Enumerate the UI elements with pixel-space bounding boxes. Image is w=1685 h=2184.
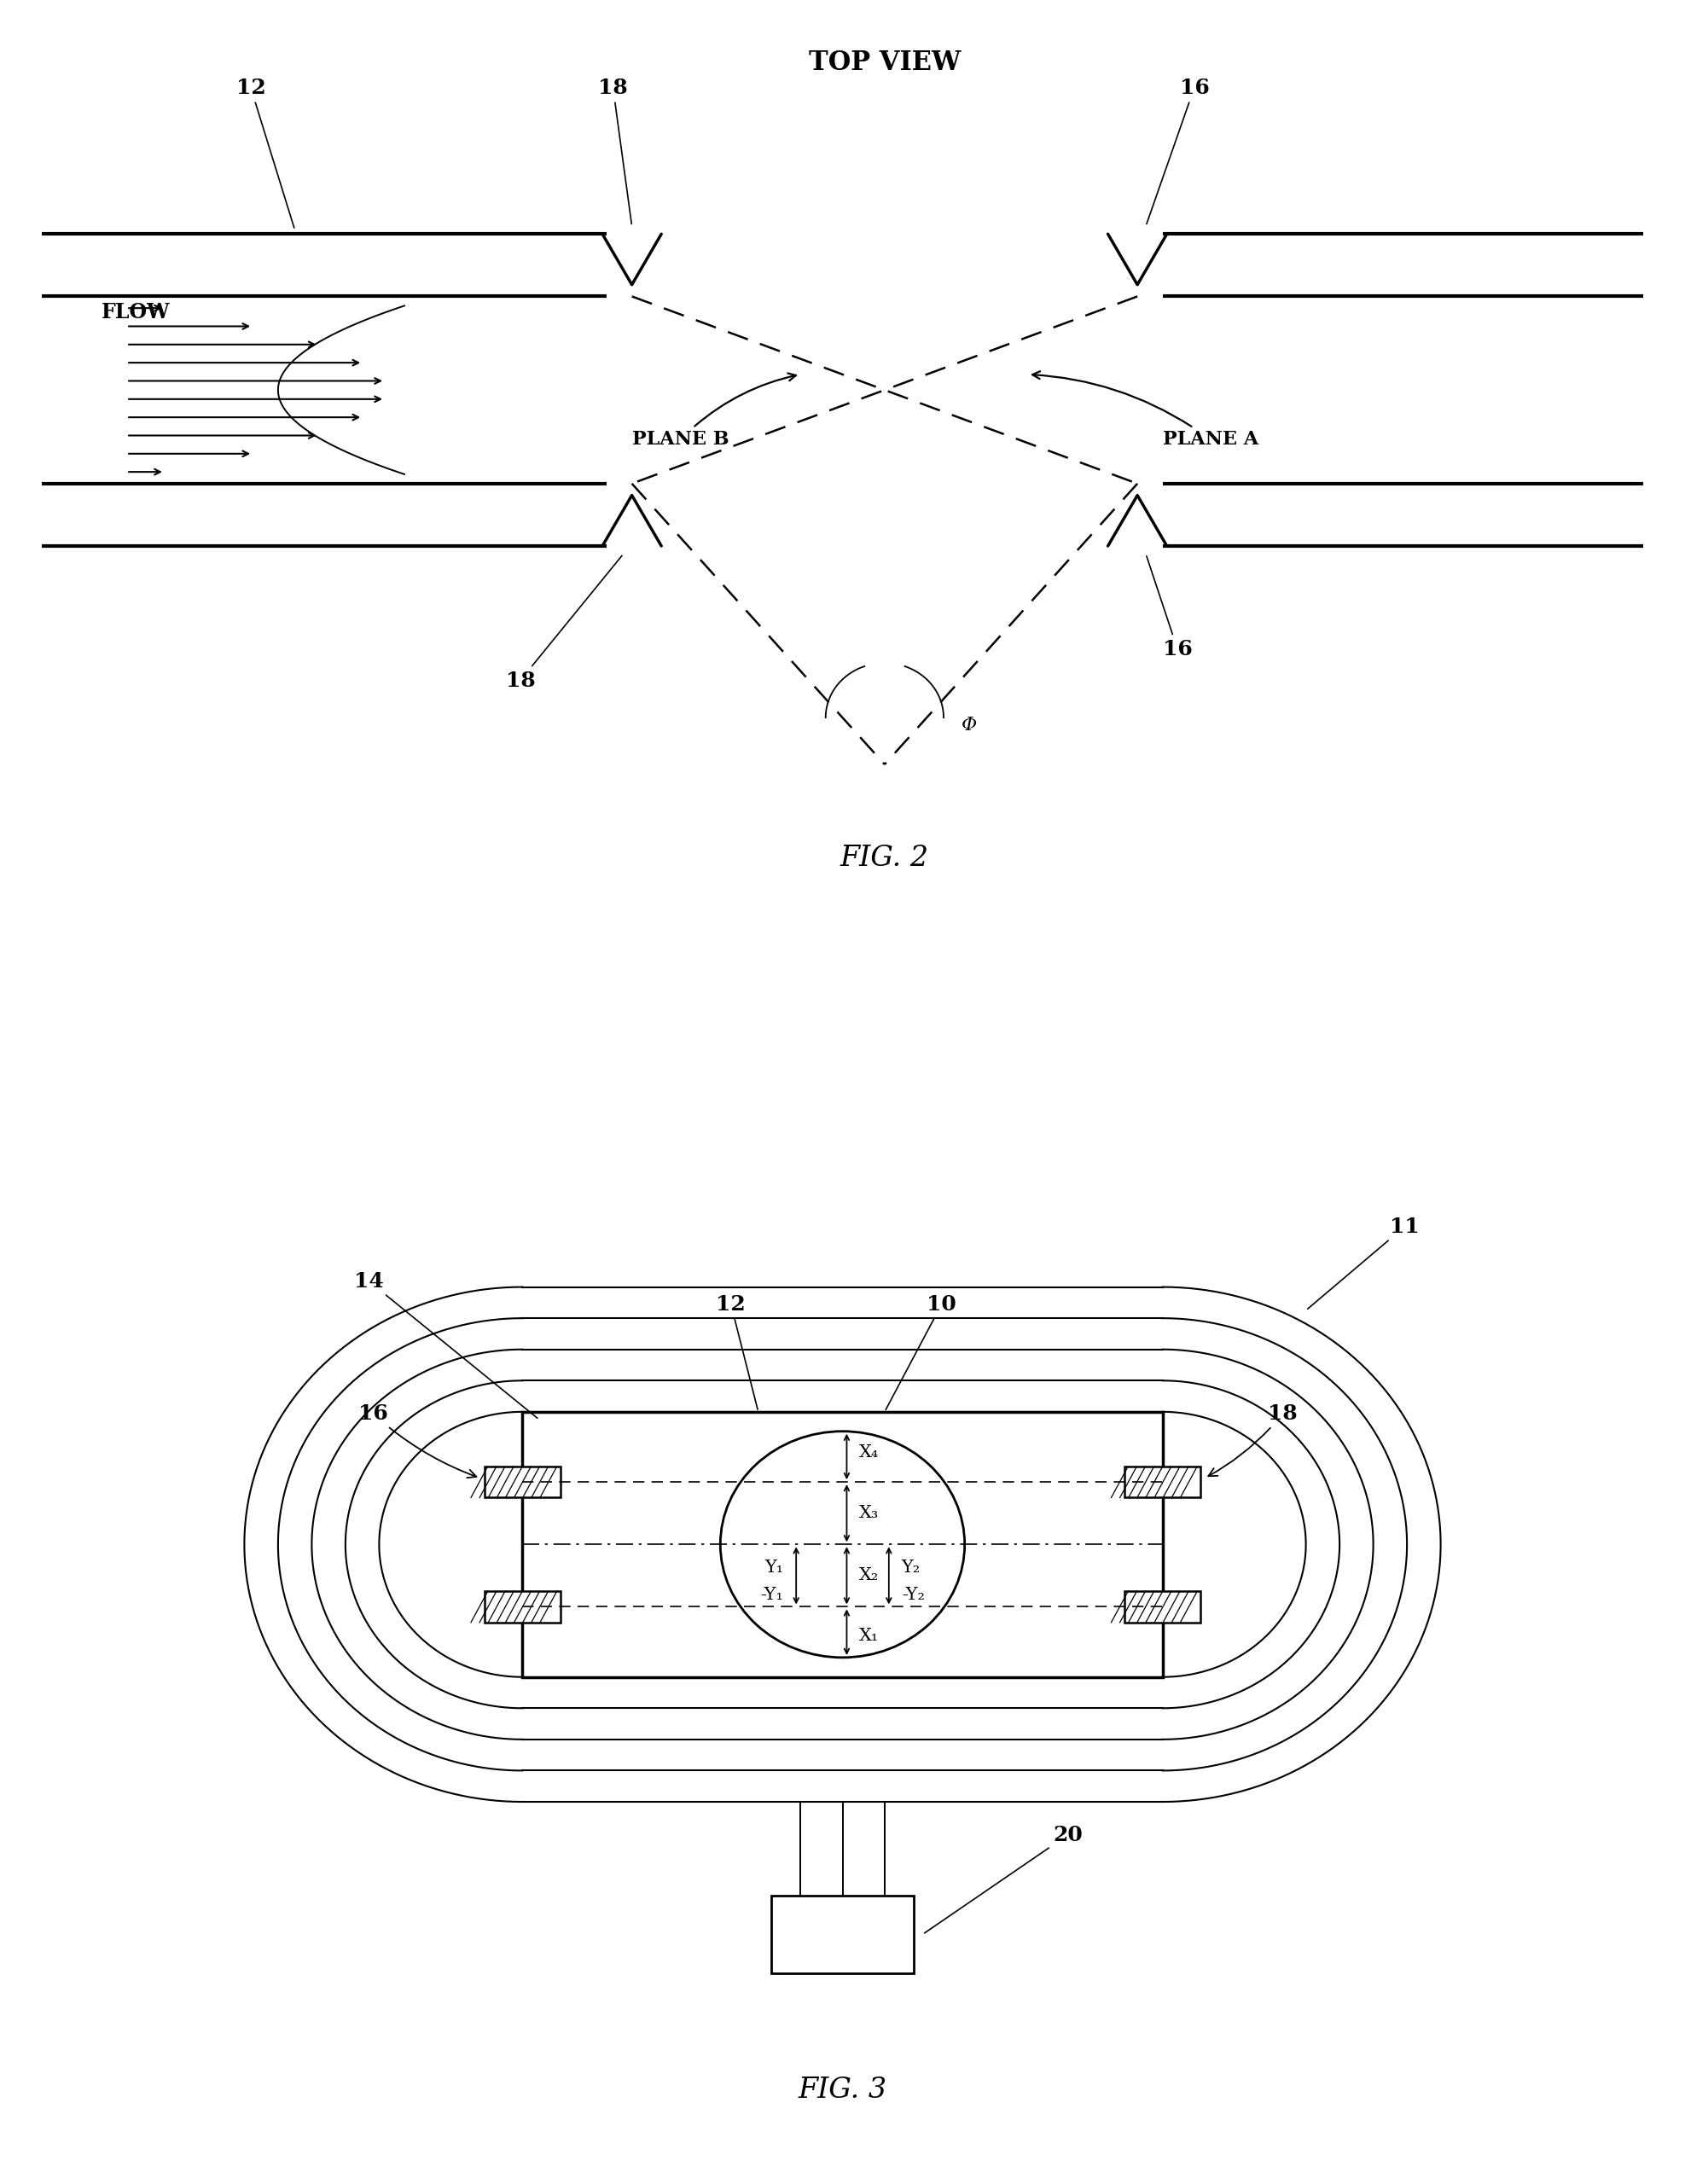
Text: PLANE A: PLANE A [1033, 371, 1259, 450]
Text: 18: 18 [506, 555, 622, 690]
Text: X₂: X₂ [859, 1568, 880, 1583]
Text: FLOW: FLOW [101, 301, 170, 323]
Text: 10: 10 [886, 1295, 957, 1409]
Text: -Y₂: -Y₂ [901, 1588, 925, 1603]
Text: FIG. 2: FIG. 2 [841, 845, 928, 871]
Text: 12: 12 [236, 76, 295, 227]
Bar [485, 1592, 559, 1623]
Bar [485, 1465, 559, 1498]
Text: 14: 14 [354, 1271, 538, 1417]
Text: -Y₁: -Y₁ [760, 1588, 784, 1603]
Bar [772, 1896, 913, 1974]
Text: 12: 12 [716, 1295, 758, 1409]
Bar [1126, 1465, 1201, 1498]
Text: 11: 11 [1308, 1216, 1420, 1308]
Text: 16: 16 [1146, 76, 1210, 225]
Text: PLANE B: PLANE B [632, 373, 795, 450]
Text: X₁: X₁ [859, 1627, 880, 1645]
Text: Φ: Φ [960, 716, 976, 734]
Text: 18: 18 [1208, 1404, 1297, 1476]
Text: 16: 16 [359, 1404, 477, 1479]
Text: TOP VIEW: TOP VIEW [809, 50, 960, 76]
Text: Y₁: Y₁ [765, 1559, 784, 1577]
Text: FIG. 3: FIG. 3 [799, 2077, 886, 2103]
Text: X₃: X₃ [859, 1505, 880, 1522]
Bar [522, 1411, 1163, 1677]
Text: 16: 16 [1146, 557, 1193, 660]
Text: 20: 20 [925, 1824, 1083, 1933]
Bar [1126, 1592, 1201, 1623]
Text: X₄: X₄ [859, 1444, 880, 1461]
Text: 18: 18 [598, 76, 632, 223]
Text: Y₂: Y₂ [901, 1559, 920, 1577]
